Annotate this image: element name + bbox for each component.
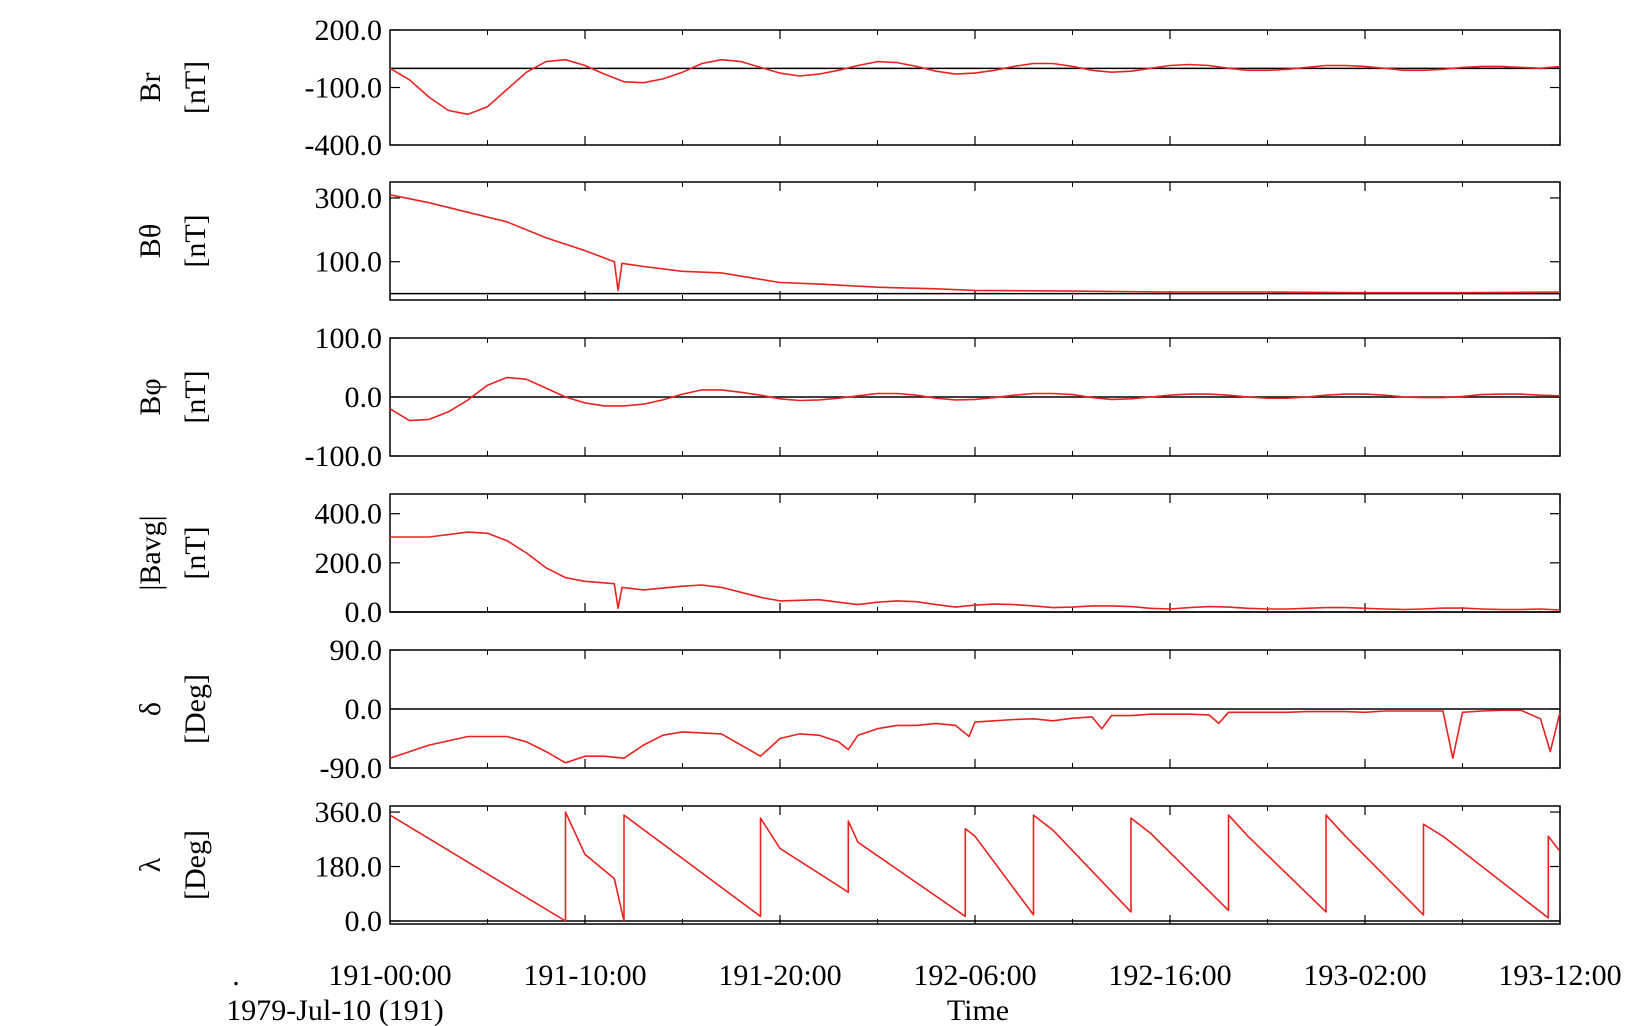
y-tick-label: 0.0 (345, 596, 383, 629)
y-tick-label: 0.0 (345, 693, 383, 726)
panel-5: 90.0 0.0 -90.0 δ [Deg] (134, 634, 1561, 785)
panel-frame (389, 493, 1561, 613)
y-tick-label: 90.0 (330, 634, 383, 667)
x-leading-mark: . (232, 959, 240, 992)
y-axis-unit: [Deg] (179, 674, 212, 744)
panel-frame (389, 29, 1561, 146)
panel-4: 400.0 200.0 0.0 |Bavg| [nT] (134, 493, 1561, 629)
y-axis-unit: [nT] (179, 526, 212, 579)
series-line (389, 811, 1561, 922)
y-tick-label: 300.0 (315, 182, 383, 215)
y-tick-label: -100.0 (305, 440, 383, 473)
x-tick-label: 191-20:00 (718, 959, 841, 992)
y-axis-label: Br (134, 72, 167, 102)
x-axis: . 1979-Jul-10 (191) Time 191-00:00 191-10… (226, 959, 1621, 1026)
y-axis-label: |Bavg| (134, 515, 167, 590)
y-tick-label: 400.0 (315, 498, 383, 531)
panel-6: 360.0 180.0 0.0 λ [Deg] (134, 796, 1561, 938)
x-tick-label: 193-02:00 (1303, 959, 1426, 992)
y-tick-label: 0.0 (345, 381, 383, 414)
y-tick-label: -100.0 (305, 72, 383, 105)
series-line (389, 709, 1561, 764)
x-tick-label: 193-12:00 (1498, 959, 1621, 992)
x-tick-label: 192-06:00 (913, 959, 1036, 992)
y-tick-label: 200.0 (315, 547, 383, 580)
y-axis-label: λ (134, 857, 167, 872)
y-axis-label: δ (134, 702, 167, 716)
y-axis-unit: [nT] (179, 370, 212, 423)
x-date-label: 1979-Jul-10 (191) (226, 994, 443, 1026)
x-tick-label: 192-16:00 (1108, 959, 1231, 992)
x-axis-label: Time (947, 994, 1009, 1026)
series-line (390, 531, 1561, 611)
panel-frame (389, 181, 1561, 301)
y-axis-label: Bφ (134, 378, 167, 415)
series-line (389, 58, 1561, 116)
y-axis-unit: [nT] (179, 61, 212, 114)
x-tick-label: 191-10:00 (523, 959, 646, 992)
x-tick-label: 191-00:00 (328, 959, 451, 992)
y-tick-label: -90.0 (320, 752, 383, 785)
y-axis-unit: [Deg] (179, 830, 212, 900)
y-tick-label: 0.0 (345, 905, 383, 938)
series-line (389, 194, 1561, 294)
y-tick-label: 100.0 (315, 246, 383, 279)
y-tick-label: 200.0 (315, 14, 383, 47)
panel-3: 100.0 0.0 -100.0 Bφ [nT] (134, 322, 1561, 473)
y-tick-label: -400.0 (305, 129, 383, 162)
series-line (389, 376, 1561, 422)
panel-1: 200.0 -100.0 -400.0 Br [nT] (134, 14, 1561, 162)
y-tick-label: 100.0 (315, 322, 383, 355)
panel-2: 300.0 100.0 Bθ [nT] (134, 181, 1561, 301)
y-tick-label: 180.0 (315, 851, 383, 884)
y-tick-label: 360.0 (315, 796, 383, 829)
y-axis-unit: [nT] (179, 214, 212, 267)
y-axis-label: Bθ (134, 224, 167, 258)
